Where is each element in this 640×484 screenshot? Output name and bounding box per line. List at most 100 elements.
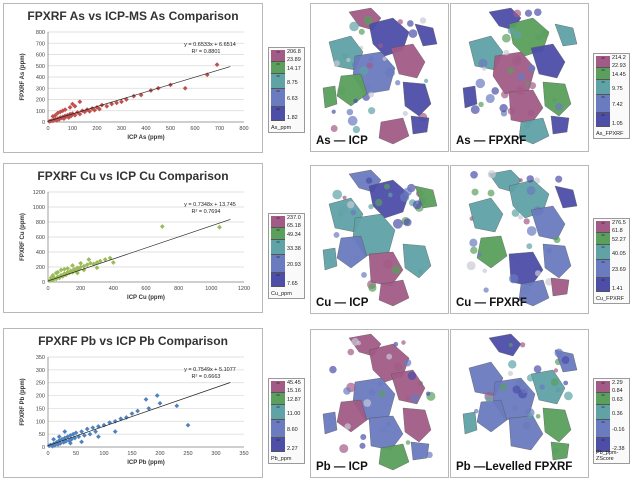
chart-title: FPXRF Pb vs ICP Pb Comparison xyxy=(38,334,228,348)
map-region xyxy=(462,85,478,109)
x-tick-label: 50 xyxy=(73,451,79,457)
y-tick-label: 600 xyxy=(36,235,45,241)
map-texture-spot xyxy=(523,218,530,225)
map-texture-spot xyxy=(347,115,358,126)
x-tick-label: 1000 xyxy=(205,286,217,292)
x-tick-label: 800 xyxy=(239,126,248,132)
legend-break-label: 206.8 xyxy=(287,49,301,55)
legend-field-name: Pb_ppm-ZScore xyxy=(596,450,619,462)
trendline-equation: y = 0.7549x + 5.1077 xyxy=(184,367,236,373)
map-texture-spot xyxy=(359,66,369,76)
map-texture-spot xyxy=(500,90,509,99)
map-region xyxy=(488,333,522,357)
x-tick-label: 400 xyxy=(109,286,118,292)
map-as-fpxrf: As — FPXRF xyxy=(450,3,589,152)
legend-band-count: 20 xyxy=(601,221,605,225)
map-texture-spot xyxy=(333,232,340,238)
data-point xyxy=(123,415,129,420)
data-point xyxy=(76,434,82,440)
legend-break-label: 0.84 xyxy=(612,388,623,394)
map-texture-spot xyxy=(426,451,433,459)
legend-color-bar: 20 20 20 20 20 xyxy=(596,381,610,452)
map-region xyxy=(542,407,572,443)
map-texture-spot xyxy=(482,66,487,71)
x-tick-label: 800 xyxy=(174,286,183,292)
x-tick-label: 500 xyxy=(166,126,175,132)
data-point xyxy=(143,397,149,402)
map-region xyxy=(550,277,570,297)
x-tick-label: 0 xyxy=(46,286,49,292)
map-texture-spot xyxy=(360,434,367,441)
map-region xyxy=(402,81,432,117)
legend-field-name: Pb_ppm xyxy=(271,456,292,462)
data-point xyxy=(51,436,57,442)
legend-band: 20 xyxy=(596,113,610,127)
map-region xyxy=(530,43,566,79)
map-region xyxy=(462,411,478,435)
map-texture-spot xyxy=(402,110,408,117)
data-point xyxy=(70,263,75,268)
map-region xyxy=(518,117,550,145)
data-point xyxy=(62,107,68,113)
legend-break-label: 7.65 xyxy=(287,281,298,287)
data-point xyxy=(70,101,75,107)
legend-break-label: 2.29 xyxy=(612,380,623,386)
legend-break-label: 1.05 xyxy=(612,121,623,127)
legend-break-label: 61.8 xyxy=(612,228,623,234)
map-region xyxy=(554,23,578,47)
data-point xyxy=(72,112,78,118)
map-texture-spot xyxy=(478,101,484,108)
map-texture-spot xyxy=(507,27,515,35)
legend-pb-ppm: 20 20 20 20 20 45.45 15.16 12.87 11.00 8.60 2.27 Pb… xyxy=(268,378,305,464)
map-texture-spot xyxy=(513,9,522,18)
map-texture-spot xyxy=(483,287,489,293)
y-tick-label: 800 xyxy=(36,220,45,226)
map-texture-spot xyxy=(528,82,537,90)
map-texture-spot xyxy=(553,368,559,373)
chart-panel-cu: FPXRF Cu vs ICP Cu Comparison 0 200 400 600… xyxy=(3,163,263,313)
legend-break-label: 1.82 xyxy=(287,115,298,121)
y-tick-label: 250 xyxy=(36,381,45,387)
y-tick-label: 300 xyxy=(36,368,45,374)
y-tick-label: 1200 xyxy=(33,190,45,196)
data-point xyxy=(157,400,163,406)
y-tick-label: 400 xyxy=(36,75,45,81)
map-texture-spot xyxy=(410,393,420,403)
map-as-icp: As — ICP xyxy=(310,3,449,152)
map-texture-spot xyxy=(425,391,431,396)
trendline xyxy=(47,66,231,122)
chart-panel-as: FPXRF As vs ICP-MS As Comparison 0 100 200… xyxy=(3,3,263,153)
legend-band-count: 20 xyxy=(601,113,605,117)
x-tick-label: 200 xyxy=(76,286,85,292)
data-point xyxy=(56,434,62,440)
x-tick-label: 1200 xyxy=(238,286,250,292)
legend-field-name: As_ppm xyxy=(271,125,292,131)
map-texture-spot xyxy=(351,338,360,346)
map-texture-spot xyxy=(392,218,403,229)
map-region xyxy=(550,115,570,135)
map-texture-spot xyxy=(555,175,563,183)
map-texture-spot xyxy=(329,365,337,374)
map-texture-spot xyxy=(499,383,507,391)
data-point xyxy=(91,261,97,267)
legend-band: 20 xyxy=(596,233,610,245)
map-image xyxy=(462,333,578,461)
map-region xyxy=(508,89,544,125)
legend-band: 20 xyxy=(271,381,285,393)
x-tick-label: 200 xyxy=(155,451,164,457)
map-texture-spot xyxy=(375,198,383,207)
legend-band-count: 20 xyxy=(601,245,605,249)
map-texture-spot xyxy=(563,380,569,386)
map-texture-spot xyxy=(403,218,412,227)
x-tick-label: 100 xyxy=(68,126,77,132)
data-point xyxy=(55,269,61,275)
map-texture-spot xyxy=(342,195,347,200)
map-texture-spot xyxy=(526,374,535,382)
map-texture-spot xyxy=(539,384,545,390)
legend-break-label: 11.00 xyxy=(287,411,301,417)
map-texture-spot xyxy=(527,413,533,419)
map-texture-spot xyxy=(482,268,488,274)
x-tick-label: 400 xyxy=(141,126,150,132)
data-point xyxy=(60,108,66,114)
legend-band: 20 xyxy=(596,80,610,95)
